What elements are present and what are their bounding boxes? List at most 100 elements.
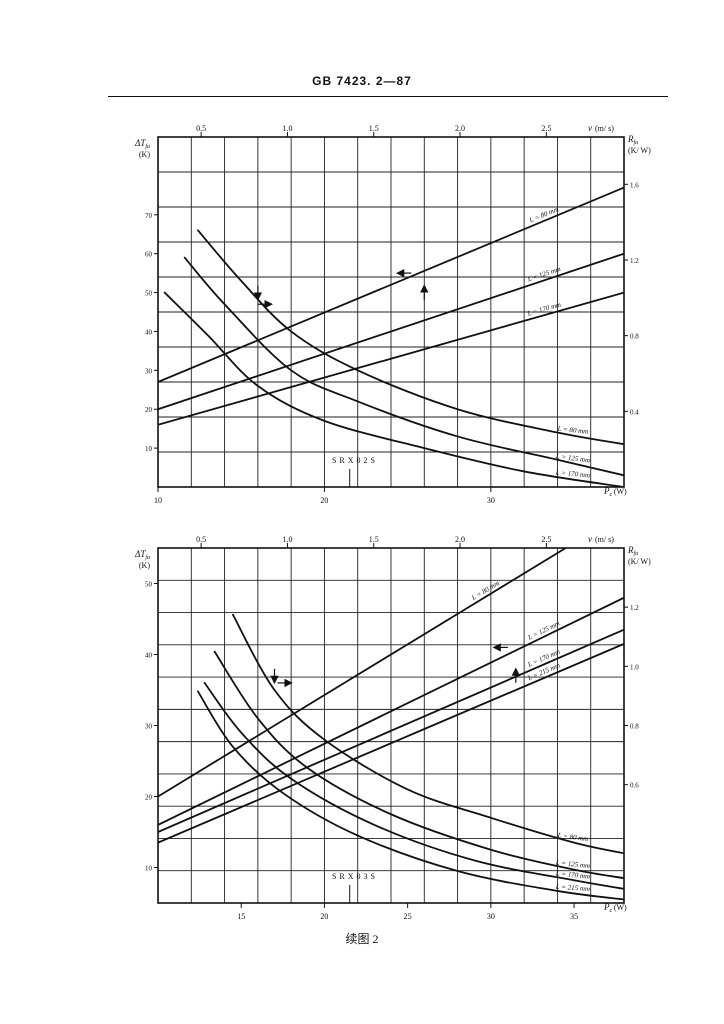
- x-bottom-axis-unit: (W): [614, 903, 627, 912]
- x-top-tick-label: 1.0: [282, 535, 292, 544]
- x-bottom-axis-symbol: P: [603, 902, 610, 912]
- x-bottom-axis-label: Pz (W): [603, 902, 627, 914]
- x-top-tick-label: 0.5: [196, 535, 206, 544]
- y-right-axis-label-symbol: R: [627, 134, 634, 144]
- arrow-left: [492, 643, 508, 652]
- x-top-tick-label: 2.5: [541, 124, 551, 133]
- x-top-axis-label: v (m/ s): [588, 123, 614, 133]
- header-rule: [108, 96, 668, 97]
- y-left-axis-label: ΔTfa: [134, 549, 150, 561]
- series-line-falling-4: [231, 613, 624, 855]
- y-right-axis-label-subscript: fa: [634, 550, 639, 557]
- arrow-head: [395, 268, 405, 278]
- series-label: L = 215 mm: [554, 883, 590, 894]
- arrow-left: [395, 268, 412, 278]
- arrow-down: [270, 668, 279, 685]
- y-left-tick-label: 50: [145, 290, 153, 298]
- x-top-tick-label: 1.5: [369, 535, 379, 544]
- series-label: L = 170 mm: [554, 468, 590, 479]
- series-line-rising-0: [158, 186, 624, 383]
- x-bottom-axis-subscript: z: [609, 908, 613, 914]
- grid: [158, 548, 624, 903]
- y-right-tick-label: 1.2: [630, 604, 639, 612]
- x-bottom-tick-label: 30: [487, 912, 495, 921]
- series-line-rising-2: [158, 628, 624, 833]
- series-line-falling-4: [183, 256, 624, 477]
- y-left-tick-label: 40: [145, 328, 153, 336]
- x-bottom-axis-subscript: z: [609, 492, 613, 498]
- series-line-rising-0: [158, 548, 567, 798]
- x-top-axis-unit: (m/ s): [595, 124, 614, 133]
- x-top-tick-label: 2.0: [455, 535, 465, 544]
- x-top-tick-label: 2.0: [455, 124, 465, 133]
- y-left-tick-label: 40: [145, 652, 153, 660]
- x-bottom-tick-label: 20: [320, 912, 328, 921]
- y-right-tick-label: 1.2: [630, 257, 639, 265]
- y-left-axis-label-unit: (K): [139, 561, 150, 570]
- x-bottom-tick-label: 35: [570, 912, 578, 921]
- x-bottom-tick-label: 25: [404, 912, 412, 921]
- y-right-axis-label: Rfa: [627, 134, 638, 146]
- series-line-falling-3: [197, 229, 624, 446]
- series-line-rising-1: [158, 252, 624, 411]
- x-top-axis-label: v (m/ s): [588, 534, 614, 544]
- y-left-tick-label: 50: [145, 581, 153, 589]
- y-right-axis-label-subscript: fa: [634, 139, 639, 146]
- series-label: L = 80 mm: [556, 425, 589, 436]
- x-bottom-axis-label: Pz (W): [603, 486, 627, 498]
- plot-frame: [157, 136, 625, 488]
- y-left-axis-label: ΔTfa: [134, 138, 150, 150]
- x-top-tick-label: 0.5: [196, 124, 206, 133]
- arrow-head: [264, 300, 273, 309]
- arrow-right: [277, 678, 293, 688]
- y-right-tick-label: 1.0: [630, 663, 639, 671]
- x-top-axis-unit: (m/ s): [595, 535, 614, 544]
- y-left-tick-label: 30: [145, 723, 153, 731]
- model-label: S R X 0 2 S: [332, 456, 376, 465]
- x-top-axis-symbol: v: [588, 534, 592, 544]
- series-line-falling-6: [203, 682, 624, 890]
- y-right-axis-label-unit: (K/ W): [628, 557, 651, 566]
- y-right-axis-label-symbol: R: [627, 545, 634, 555]
- x-top-tick-label: 2.5: [541, 535, 551, 544]
- series-line-rising-3: [158, 642, 624, 844]
- y-right-axis-label-unit: (K/ W): [628, 146, 651, 155]
- x-bottom-tick-label: 20: [320, 496, 328, 505]
- x-bottom-tick-label: 30: [487, 496, 495, 505]
- y-left-axis-label-subscript: fa: [145, 554, 150, 561]
- y-right-tick-label: 0.8: [630, 333, 639, 341]
- arrow-up: [511, 667, 520, 683]
- arrow-head: [284, 678, 293, 688]
- y-left-tick-label: 10: [145, 445, 153, 453]
- x-bottom-tick-label: 10: [154, 496, 162, 505]
- x-bottom-axis-symbol: P: [603, 486, 610, 496]
- y-right-tick-label: 0.4: [630, 408, 639, 416]
- arrow-right: [257, 300, 273, 309]
- y-left-tick-label: 30: [145, 367, 153, 375]
- arrow-head: [253, 292, 263, 301]
- y-left-axis-label-subscript: fa: [145, 143, 150, 150]
- series-line-falling-5: [163, 291, 624, 487]
- series-line-rising-2: [158, 291, 624, 426]
- y-left-axis-label-symbol: ΔT: [134, 138, 146, 148]
- y-left-tick-label: 70: [145, 212, 153, 220]
- x-bottom-tick-label: 15: [237, 912, 245, 921]
- figure-caption: 续图 2: [345, 932, 379, 946]
- chart-srx03s: 15 20 25 30 35 0.5 1.0 1.5 2.0 2.5 10 20 30 40 50 0.6 0.…: [134, 534, 651, 921]
- y-right-tick-label: 0.8: [630, 723, 639, 731]
- arrow-up: [420, 284, 429, 300]
- y-left-tick-label: 20: [145, 406, 153, 414]
- x-top-tick-label: 1.5: [369, 124, 379, 133]
- chart-srx02s: 10 20 30 0.5 1.0 1.5 2.0 2.5 10 20 30 40 50 60 70 0.4 0.…: [134, 123, 651, 505]
- y-left-tick-label: 60: [145, 251, 153, 259]
- page-header: GB 7423. 2—87: [312, 74, 412, 88]
- y-left-tick-label: 10: [145, 865, 153, 873]
- y-right-tick-label: 0.6: [630, 782, 639, 790]
- series-lines: [158, 548, 624, 901]
- series-line-falling-5: [213, 650, 624, 880]
- arrow-head: [511, 667, 520, 676]
- model-label: S R X 0 3 S: [332, 872, 376, 881]
- y-right-axis-label: Rfa: [627, 545, 638, 557]
- series-lines: [158, 186, 624, 487]
